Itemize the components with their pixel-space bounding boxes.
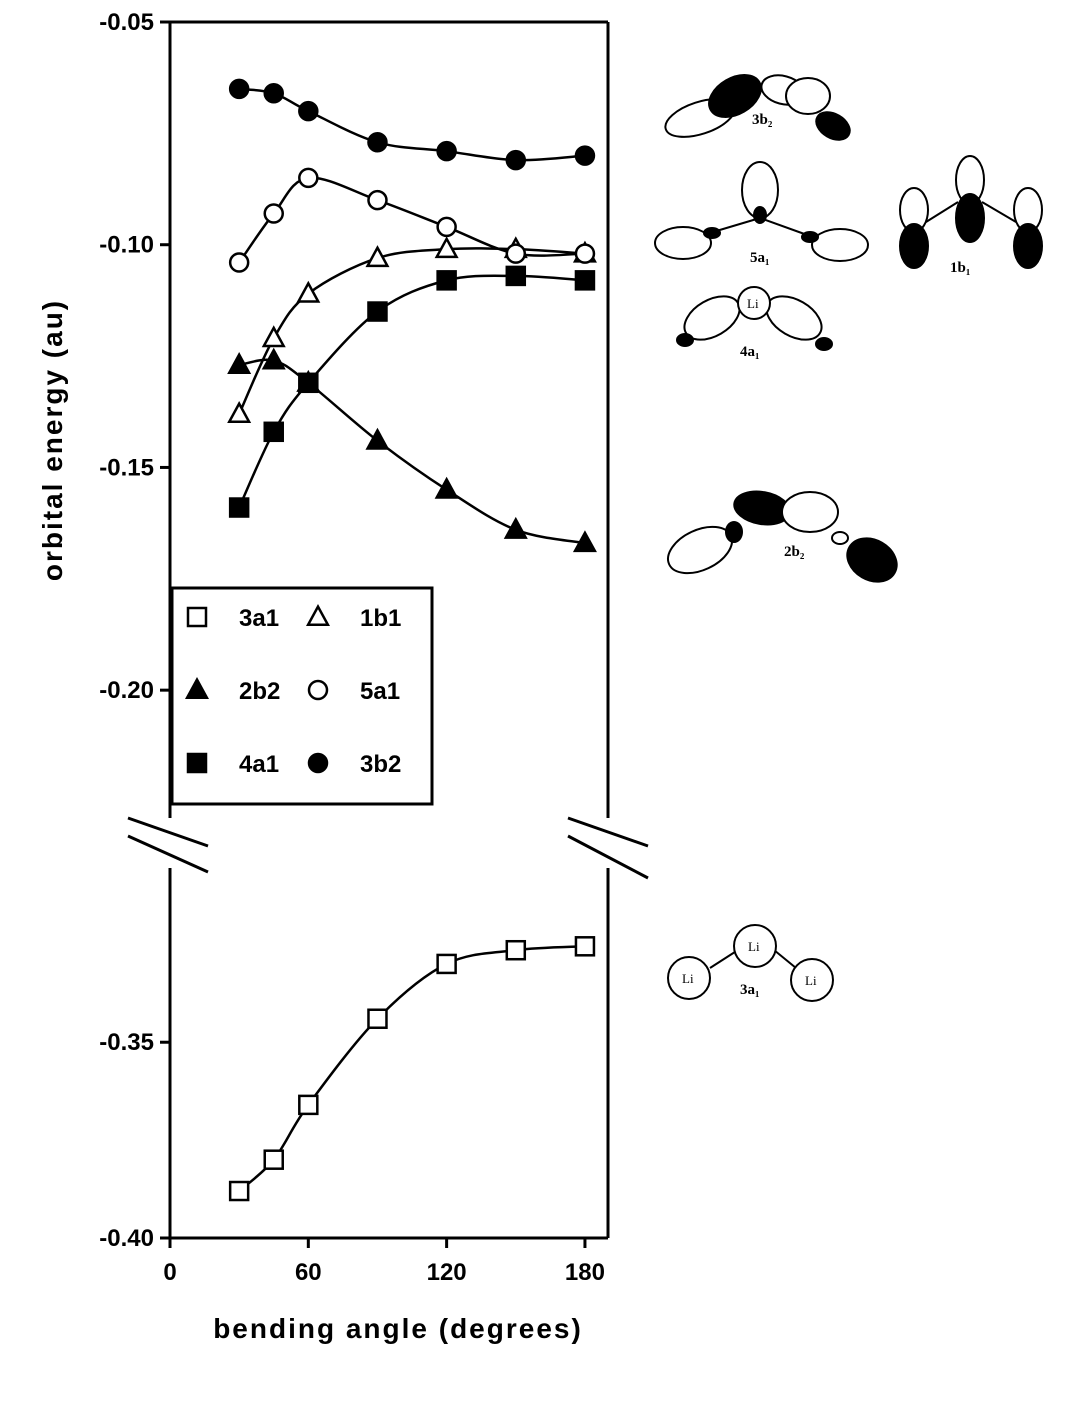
- series-5a1: [228, 167, 596, 273]
- data-point-1b1: [365, 245, 390, 268]
- data-point-2b2: [503, 516, 528, 539]
- legend-marker-4a1: [186, 752, 208, 774]
- series-3a1: [228, 936, 596, 1202]
- series-line-2b2: [238, 358, 586, 545]
- legend: 3a1 1b1 2b2 5a1 4a1 3b2: [170, 586, 434, 806]
- data-point-1b1: [434, 236, 459, 259]
- y-tick-label: -0.15: [99, 454, 154, 481]
- series-4a1: [228, 265, 596, 518]
- axis-break-marks: [127, 816, 649, 880]
- data-point-5a1: [298, 167, 319, 189]
- data-point-3b2: [505, 149, 527, 171]
- legend-marker-3a1: [186, 606, 208, 628]
- orbital-1b1-diagram: 1b₁: [899, 155, 1043, 276]
- series-1b1: [227, 236, 597, 423]
- data-point-3b2: [367, 132, 388, 153]
- y-tick-label: -0.35: [99, 1029, 154, 1056]
- data-point-4a1: [505, 265, 527, 287]
- orbital-4a1-label: 4a₁: [740, 344, 760, 360]
- data-point-3a1: [228, 1180, 250, 1202]
- data-point-3b2: [574, 145, 596, 166]
- y-tick-label: -0.10: [99, 232, 154, 259]
- y-tick-label: -0.40: [99, 1225, 154, 1252]
- data-point-2b2: [572, 530, 597, 553]
- data-point-3b2: [298, 100, 319, 122]
- data-point-3a1: [367, 1008, 388, 1029]
- legend-marker-5a1: [307, 679, 329, 701]
- orbital-4a1-atom-label: Li: [747, 296, 759, 311]
- data-point-3a1: [505, 939, 527, 961]
- legend-marker-3b2: [307, 752, 329, 774]
- data-point-4a1: [228, 497, 250, 518]
- x-axis-title: bending angle (degrees): [213, 1313, 583, 1344]
- series-layer: [227, 78, 597, 1202]
- orbital-3b2-label: 3b₂: [752, 112, 773, 128]
- legend-label-2b2: 2b2: [239, 678, 280, 705]
- x-tick-label: 180: [565, 1259, 605, 1286]
- legend-label-5a1: 5a1: [360, 678, 400, 705]
- series-2b2: [227, 347, 597, 553]
- data-point-5a1: [263, 203, 284, 224]
- orbital-1b1-label: 1b₁: [950, 260, 970, 276]
- legend-box: [170, 586, 434, 806]
- data-point-3b2: [263, 83, 284, 104]
- data-point-3b2: [228, 78, 250, 100]
- x-tick-label: 120: [427, 1259, 467, 1286]
- y-tick-label: -0.20: [99, 677, 154, 704]
- data-point-5a1: [367, 189, 388, 211]
- orbital-3b2-diagram: 3b₂: [664, 74, 851, 141]
- data-point-4a1: [298, 372, 319, 394]
- orbital-3a1-atom-label-center: Li: [748, 939, 760, 954]
- orbital-5a1-label: 5a₁: [750, 250, 770, 266]
- series-3b2: [228, 78, 596, 171]
- data-point-2b2: [365, 427, 390, 450]
- y-tick-label: -0.05: [99, 9, 154, 36]
- data-point-3a1: [436, 953, 457, 975]
- plot-frame: [168, 20, 610, 1240]
- data-point-2b2: [434, 476, 459, 499]
- data-point-3a1: [298, 1094, 319, 1116]
- x-tick-label: 0: [163, 1259, 176, 1286]
- legend-label-4a1: 4a1: [239, 751, 279, 778]
- legend-marker-1b1: [305, 604, 331, 627]
- data-point-5a1: [228, 252, 250, 273]
- data-point-5a1: [574, 243, 596, 264]
- data-point-3a1: [574, 936, 596, 957]
- series-line-3b2: [238, 87, 586, 162]
- data-point-3b2: [436, 140, 457, 162]
- orbital-3a1-atom-label-right: Li: [805, 973, 817, 988]
- data-point-5a1: [505, 243, 527, 264]
- data-point-1b1: [261, 325, 286, 348]
- data-point-5a1: [436, 216, 457, 238]
- data-point-3a1: [263, 1149, 284, 1170]
- data-point-4a1: [574, 270, 596, 291]
- data-point-2b2: [261, 347, 286, 370]
- orbital-4a1-diagram: Li 4a₁: [676, 286, 833, 360]
- orbital-3a1-label: 3a₁: [740, 982, 760, 998]
- data-point-1b1: [227, 401, 252, 423]
- data-point-4a1: [263, 421, 284, 443]
- orbital-2b2-label: 2b₂: [784, 544, 805, 560]
- y-axis-title: orbital energy (au): [37, 299, 68, 581]
- orbital-5a1-diagram: 5a₁: [654, 161, 869, 266]
- orbital-3a1-atom-label-left: Li: [682, 971, 694, 986]
- series-line-1b1: [238, 247, 586, 415]
- orbital-2b2-diagram: 2b₂: [667, 490, 898, 583]
- legend-marker-2b2: [184, 677, 210, 700]
- legend-label-3b2: 3b2: [360, 751, 401, 778]
- data-point-1b1: [296, 280, 321, 303]
- x-tick-label: 60: [295, 1259, 322, 1286]
- data-point-2b2: [227, 352, 252, 375]
- orbital-diagrams: 3b₂ 5a₁ 1b₁: [654, 74, 1043, 1002]
- tick-group: 0 60 120 180 -0.05 -0.10 -0.15 -0.20 -0.35 -0.40: [99, 9, 605, 1286]
- legend-label-1b1: 1b1: [360, 605, 401, 632]
- data-point-4a1: [367, 301, 388, 322]
- series-line-3a1: [238, 945, 586, 1192]
- orbital-3a1-diagram: Li Li Li 3a₁: [667, 924, 834, 1002]
- legend-label-3a1: 3a1: [239, 605, 279, 632]
- data-point-4a1: [436, 270, 457, 291]
